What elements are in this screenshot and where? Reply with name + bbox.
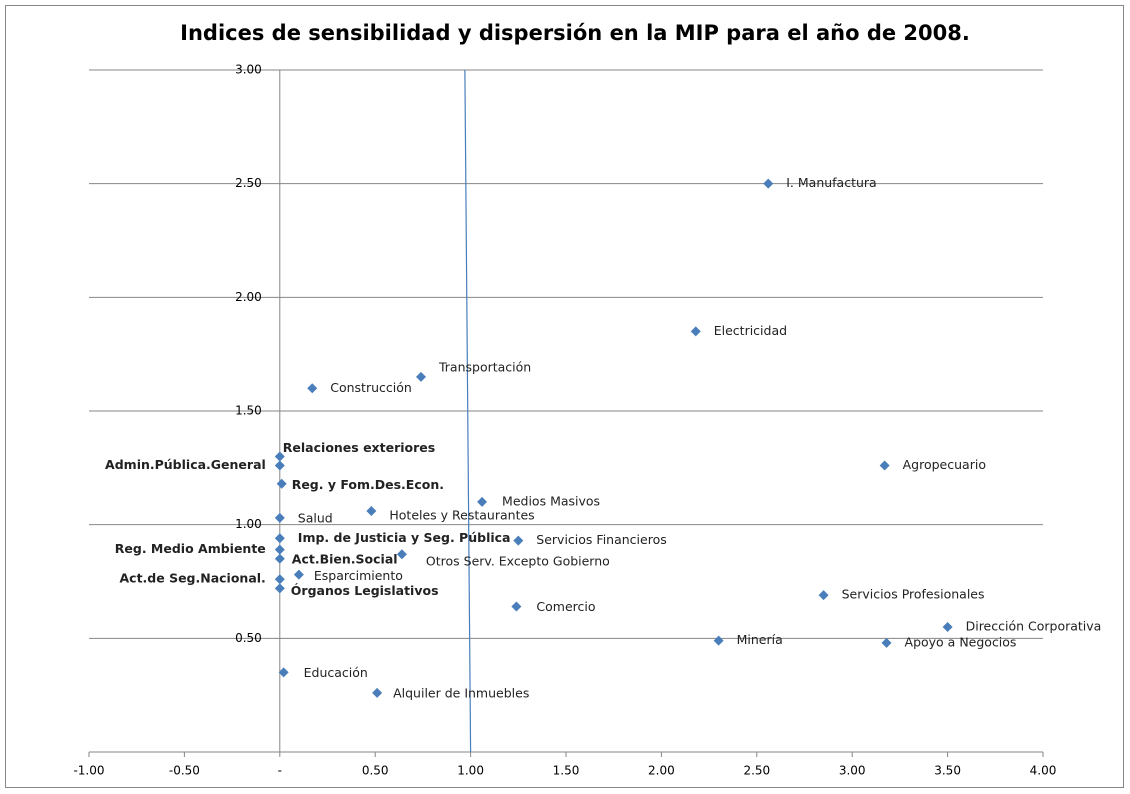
point-label: Órganos Legislativos	[291, 583, 439, 598]
y-tick-label: 2.00	[235, 290, 262, 304]
point-label: Otros Serv. Excepto Gobierno	[426, 554, 610, 569]
point	[396, 549, 407, 560]
chart-frame	[5, 5, 1124, 788]
x-tick-label: 3.50	[934, 764, 961, 778]
point-label: Comercio	[536, 599, 595, 614]
point	[278, 667, 289, 678]
point	[293, 569, 304, 580]
point-label: Reg. y Fom.Des.Econ.	[292, 477, 444, 492]
point-label: Dirección Corporativa	[966, 618, 1102, 633]
point-label: Imp. de Justicia y Seg. Pública	[298, 530, 511, 545]
point	[513, 535, 524, 546]
y-tick-label: 2.50	[235, 176, 262, 190]
point	[713, 635, 724, 646]
x-tick-label: -	[278, 764, 282, 778]
x-tick-label: 3.00	[839, 764, 866, 778]
point-label: Hoteles y Restaurantes	[389, 508, 534, 523]
point-label: Transportación	[438, 359, 531, 374]
point-label: I. Manufactura	[786, 175, 876, 190]
reference-line	[464, 69, 472, 753]
point-label: Reg. Medio Ambiente	[115, 541, 266, 556]
point	[274, 451, 285, 462]
point-label: Act.Bien.Social	[292, 551, 398, 566]
point	[274, 583, 285, 594]
point-label: Servicios Profesionales	[842, 587, 985, 602]
point	[274, 460, 285, 471]
point-label: Alquiler de Inmuebles	[393, 685, 529, 700]
point-label: Salud	[298, 510, 333, 525]
y-tick-label: 1.50	[235, 404, 262, 418]
point-label: Agropecuario	[903, 457, 986, 472]
x-tick-label: 0.50	[362, 764, 389, 778]
point-label: Minería	[737, 632, 783, 647]
x-tick-label: 1.00	[457, 764, 484, 778]
point-label: Medios Masivos	[502, 493, 600, 508]
point	[942, 621, 953, 632]
point	[511, 601, 522, 612]
x-tick-label: 4.00	[1030, 764, 1057, 778]
point	[274, 553, 285, 564]
point	[307, 383, 318, 394]
point	[274, 533, 285, 544]
point-label: Educación	[304, 665, 368, 680]
point	[415, 371, 426, 382]
point-label: Servicios Financieros	[536, 532, 666, 547]
point	[276, 478, 287, 489]
point-label: Electricidad	[714, 323, 787, 338]
point-label: Relaciones exteriores	[283, 440, 435, 455]
point-label: Apoyo a Negocios	[905, 634, 1017, 649]
point	[366, 506, 377, 517]
point	[763, 178, 774, 189]
x-tick-label: -0.50	[169, 764, 200, 778]
chart-title: Indices de sensibilidad y dispersión en …	[180, 21, 970, 45]
x-tick-label: 2.50	[743, 764, 770, 778]
point-label: Esparcimiento	[314, 568, 403, 583]
point-label: Construcción	[330, 380, 412, 395]
point	[690, 326, 701, 337]
point	[879, 460, 890, 471]
point-label: Act.de Seg.Nacional.	[119, 571, 265, 586]
y-tick-label: 0.50	[235, 631, 262, 645]
x-tick-label: -1.00	[73, 764, 104, 778]
point	[274, 544, 285, 555]
x-tick-label: 1.50	[553, 764, 580, 778]
point	[274, 512, 285, 523]
point	[477, 496, 488, 507]
y-tick-label: 1.00	[235, 517, 262, 531]
point-label: Admin.Pública.General	[105, 457, 266, 472]
point	[818, 590, 829, 601]
point	[881, 637, 892, 648]
y-tick-label: 3.00	[235, 63, 262, 77]
x-tick-label: 2.00	[648, 764, 675, 778]
point	[372, 687, 383, 698]
point	[274, 574, 285, 585]
